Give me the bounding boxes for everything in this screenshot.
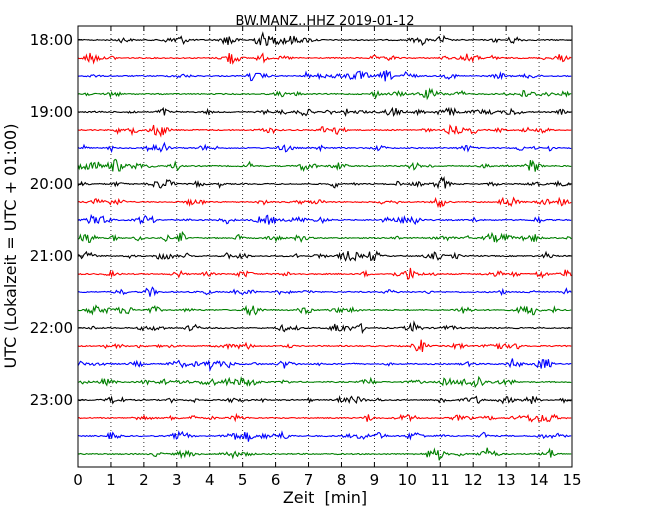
y-axis-label: UTC (Lokalzeit = UTC + 01:00) [1, 124, 20, 369]
seismic-trace [77, 52, 572, 65]
seismic-trace [77, 412, 572, 423]
seismic-trace [77, 339, 572, 352]
x-tick-label: 6 [271, 471, 281, 489]
seismic-trace [77, 230, 572, 244]
x-tick-label: 10 [398, 471, 417, 489]
x-tick-label: 2 [139, 471, 149, 489]
seismic-trace [77, 176, 572, 190]
seismic-trace [77, 304, 572, 316]
plot-frame [77, 25, 573, 468]
seismic-trace [77, 70, 572, 82]
seismic-trace [77, 141, 572, 154]
seismic-trace [77, 395, 572, 405]
seismic-trace [77, 123, 572, 138]
seismic-trace [77, 31, 572, 47]
x-axis-label: Zeit [min] [283, 488, 367, 507]
x-tick-label: 5 [238, 471, 248, 489]
x-tick-label: 8 [337, 471, 347, 489]
y-tick-label: 22:00 [30, 319, 73, 337]
y-tick-label: 19:00 [30, 103, 73, 121]
seismic-trace [77, 286, 572, 297]
x-tick-label: 9 [370, 471, 380, 489]
x-tick-label: 4 [205, 471, 215, 489]
x-tick-label: 0 [73, 471, 83, 489]
grid-lines [110, 26, 540, 467]
x-tick-label: 13 [497, 471, 516, 489]
seismic-trace [77, 447, 572, 461]
x-tick-labels: 0 1 2 3 4 5 6 7 8 9 10 11 12 13 14 15 [73, 471, 581, 489]
x-tick-label: 11 [431, 471, 450, 489]
x-tick-label: 14 [530, 471, 549, 489]
x-tick-label: 1 [106, 471, 116, 489]
y-tick-label: 20:00 [30, 175, 73, 193]
seismic-trace [77, 375, 572, 389]
seismic-trace [77, 106, 572, 117]
seismic-trace [77, 158, 572, 172]
x-tick-label: 3 [172, 471, 182, 489]
seismic-trace [77, 250, 572, 262]
y-tick-label: 21:00 [30, 247, 73, 265]
seismic-trace [77, 320, 572, 335]
seismic-trace [77, 358, 572, 372]
y-tick-label: 18:00 [30, 31, 73, 49]
seismic-trace [77, 196, 572, 209]
seismic-trace [77, 213, 572, 226]
seismic-trace [77, 87, 572, 101]
x-tick-label: 7 [304, 471, 314, 489]
y-tick-label: 23:00 [30, 391, 73, 409]
seismic-traces [77, 31, 572, 461]
x-tick-label: 15 [562, 471, 581, 489]
x-tick-label: 12 [464, 471, 483, 489]
chart-title: BW.MANZ..HHZ 2019-01-12 [235, 14, 414, 29]
y-tick-labels: 18:00 19:00 20:00 21:00 22:00 23:00 [30, 31, 73, 409]
seismic-trace [77, 267, 572, 281]
seismic-trace [77, 430, 572, 442]
